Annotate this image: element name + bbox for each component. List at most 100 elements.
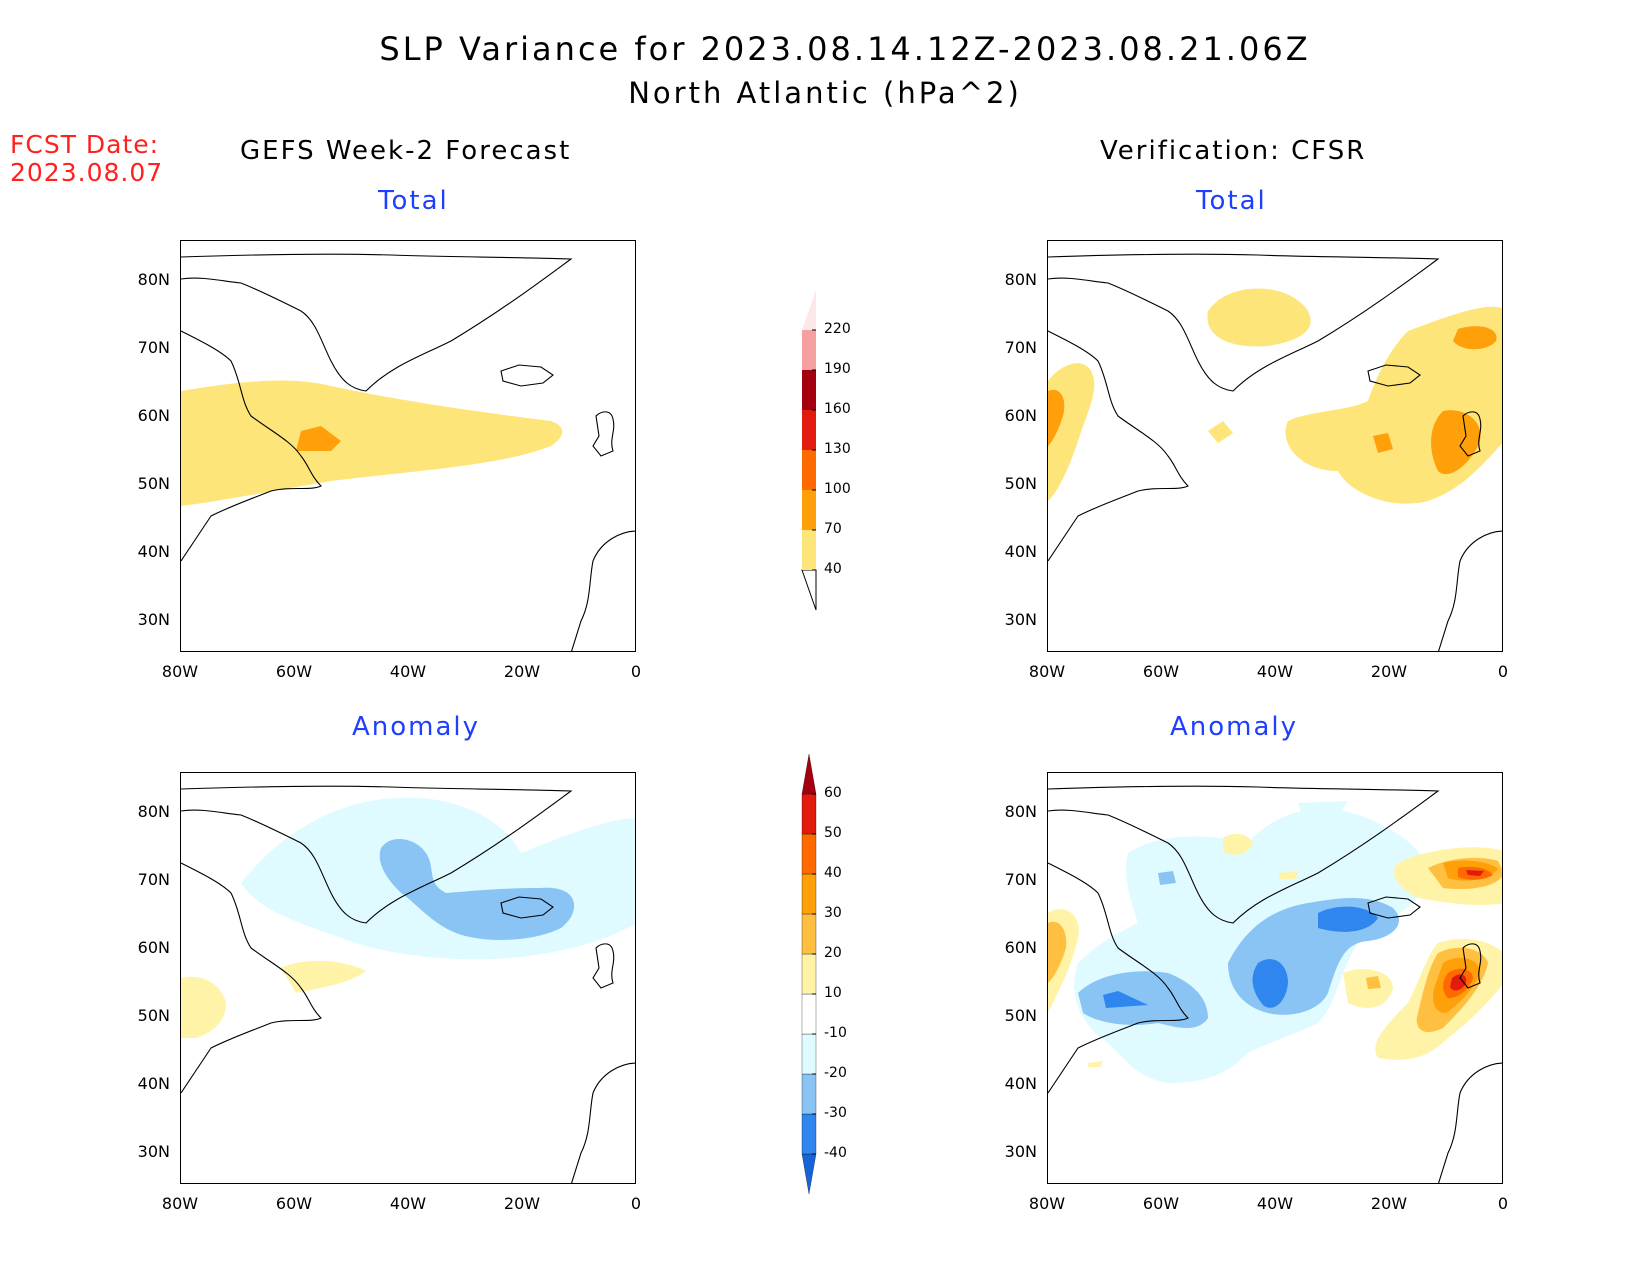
shade-40-70 xyxy=(1208,421,1233,443)
lon-label: 40W xyxy=(1256,662,1294,681)
forecast-anomaly-title: Anomaly xyxy=(352,712,481,742)
shade-70-100 xyxy=(296,426,341,451)
colorbar-label: -30 xyxy=(824,1105,847,1121)
shade-neg30-neg40 xyxy=(1318,906,1378,932)
greenland-coast xyxy=(181,253,573,392)
shade-neg20-neg30 xyxy=(379,838,575,940)
colorbar-label: 130 xyxy=(824,441,851,457)
lon-label: 0 xyxy=(1497,1194,1509,1213)
lon-label: 20W xyxy=(503,662,541,681)
verification-anomaly-title: Anomaly xyxy=(1170,712,1299,742)
forecast-total-map xyxy=(180,240,636,652)
lat-label: 30N xyxy=(137,1142,170,1161)
shade-neg30-neg40 xyxy=(1252,959,1288,1008)
iceland-coast xyxy=(500,896,554,919)
colorbar-label: 20 xyxy=(824,945,842,961)
lat-label: 50N xyxy=(137,474,170,493)
colorbar-swatch xyxy=(801,1153,817,1194)
lon-label: 80W xyxy=(161,662,199,681)
lat-label: 80N xyxy=(137,270,170,289)
colorbar-label: 50 xyxy=(824,825,842,841)
iberia-coast xyxy=(571,1062,635,1183)
shade-neg20-neg30 xyxy=(1158,871,1176,885)
lat-label: 70N xyxy=(137,338,170,357)
anomaly-colorbar xyxy=(801,754,817,1194)
iberia-coast xyxy=(571,530,635,651)
forecast-total-title: Total xyxy=(378,186,449,216)
shade-10-20 xyxy=(1278,871,1298,879)
iceland-coast xyxy=(1367,896,1421,919)
right-column-title: Verification: CFSR xyxy=(1100,136,1367,166)
uk-coast xyxy=(592,943,615,989)
verification-anomaly-map xyxy=(1047,772,1503,1184)
fcst-date-value: 2023.08.07 xyxy=(10,158,164,187)
uk-coast xyxy=(1459,943,1482,989)
canada-coast xyxy=(181,862,322,1094)
lat-label: 30N xyxy=(137,610,170,629)
lat-label: 40N xyxy=(137,542,170,561)
iceland-coast xyxy=(1367,364,1421,387)
colorbar-swatch xyxy=(801,913,817,955)
canada-coast xyxy=(1048,862,1189,1094)
shade-50-60 xyxy=(1466,870,1484,876)
verification-total-map xyxy=(1047,240,1503,652)
fcst-date-label: FCST Date: xyxy=(10,130,160,159)
colorbar-swatch xyxy=(801,873,817,915)
lon-label: 80W xyxy=(1028,1194,1066,1213)
lat-label: 80N xyxy=(137,802,170,821)
lon-label: 40W xyxy=(1256,1194,1294,1213)
lon-label: 40W xyxy=(389,1194,427,1213)
colorbar-label: 40 xyxy=(824,561,842,577)
lon-label: 60W xyxy=(275,662,313,681)
colorbar-label: 60 xyxy=(824,785,842,801)
lat-label: 50N xyxy=(137,1006,170,1025)
lat-label: 70N xyxy=(1004,338,1037,357)
lon-label: 20W xyxy=(503,1194,541,1213)
colorbar-swatch xyxy=(801,793,817,835)
colorbar-swatch xyxy=(802,410,816,450)
colorbar-label: 220 xyxy=(824,321,851,337)
greenland-coast xyxy=(1048,785,1440,924)
colorbar-swatch xyxy=(801,1113,817,1155)
lat-label: 50N xyxy=(1004,1006,1037,1025)
lon-label: 60W xyxy=(275,1194,313,1213)
lat-label: 60N xyxy=(1004,938,1037,957)
colorbar-label: -10 xyxy=(824,1025,847,1041)
verification-total-title: Total xyxy=(1196,186,1267,216)
lat-label: 80N xyxy=(1004,802,1037,821)
total-colorbar xyxy=(801,290,817,611)
lat-label: 30N xyxy=(1004,1142,1037,1161)
colorbar-label: 100 xyxy=(824,481,851,497)
colorbar-under-triangle xyxy=(801,569,817,611)
shade-70-100 xyxy=(1431,410,1481,475)
lon-label: 40W xyxy=(389,662,427,681)
lon-label: 20W xyxy=(1370,1194,1408,1213)
colorbar-swatch xyxy=(801,1033,817,1075)
shade-10-20 xyxy=(181,976,226,1038)
lon-label: 60W xyxy=(1142,1194,1180,1213)
shade-neg10-neg20 xyxy=(1298,801,1348,818)
shade-10-20 xyxy=(1223,833,1253,855)
colorbar-swatch xyxy=(801,993,817,1035)
left-column-title: GEFS Week-2 Forecast xyxy=(240,136,572,166)
lat-label: 40N xyxy=(1004,1074,1037,1093)
shade-40-70 xyxy=(181,380,563,506)
colorbar-swatch xyxy=(802,290,816,330)
forecast-anomaly-map xyxy=(180,772,636,1184)
iberia-coast xyxy=(1438,1062,1502,1183)
shade-50-60 xyxy=(1450,974,1467,991)
lon-label: 0 xyxy=(630,1194,642,1213)
lat-label: 70N xyxy=(137,870,170,889)
colorbar-label: 190 xyxy=(824,361,851,377)
colorbar-swatch xyxy=(801,754,817,795)
lat-label: 70N xyxy=(1004,870,1037,889)
shade-20-30 xyxy=(1048,921,1067,983)
lon-label: 80W xyxy=(1028,662,1066,681)
shade-10-20 xyxy=(281,960,366,993)
shade-70-100 xyxy=(1453,326,1497,350)
colorbar-swatch xyxy=(802,370,816,410)
lon-label: 60W xyxy=(1142,662,1180,681)
lat-label: 30N xyxy=(1004,610,1037,629)
lon-label: 0 xyxy=(1497,662,1509,681)
shade-neg30-neg40 xyxy=(1103,991,1148,1008)
